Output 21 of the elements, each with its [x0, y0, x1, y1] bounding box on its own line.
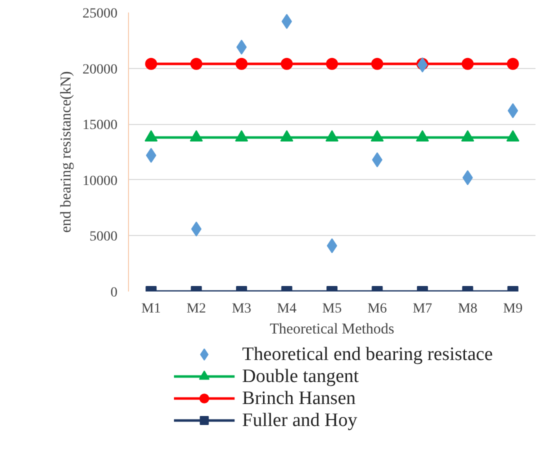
x-tick-label: M2	[186, 302, 206, 316]
x-axis-title: Theoretical Methods	[270, 322, 394, 338]
x-tick-label: M4	[277, 302, 297, 316]
x-tick-label: M7	[412, 302, 432, 316]
legend-label: Brinch Hansen	[242, 388, 356, 409]
legend-label: Fuller and Hoy	[242, 410, 358, 431]
x-tick-label: M6	[368, 302, 387, 316]
x-tick-label: M9	[503, 302, 523, 316]
y-axis-title: end bearing resistance(kN)	[58, 71, 74, 233]
x-tick-label: M1	[141, 302, 161, 316]
x-tick-label: M8	[458, 302, 478, 316]
legend-label: Theoretical end bearing resistace	[242, 344, 493, 365]
y-tick-label: 5000	[90, 230, 118, 245]
x-tick-label: M5	[322, 302, 342, 316]
y-tick-label: 0	[110, 286, 118, 300]
y-tick-label: 15000	[82, 118, 118, 134]
legend-label: Double tangent	[242, 366, 360, 387]
y-tick-label: 10000	[82, 174, 118, 189]
y-tick-label: 25000	[82, 6, 118, 22]
x-tick-label: M3	[232, 302, 252, 316]
y-tick-label: 20000	[82, 62, 118, 78]
